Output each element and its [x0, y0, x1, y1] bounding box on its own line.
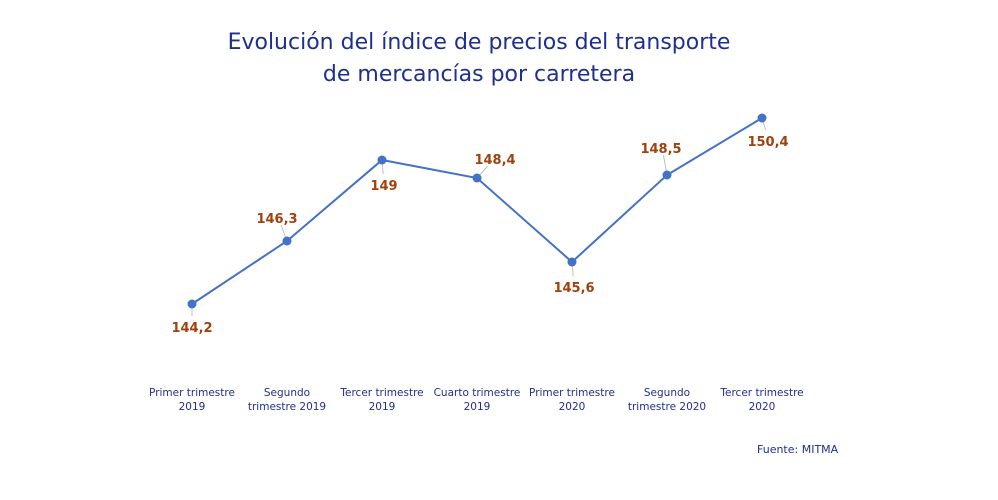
x-tick-label: Tercer trimestre 2020: [719, 387, 803, 413]
chart-title-line-2: de mercancías por carretera: [322, 62, 636, 87]
data-label: 148,5: [640, 142, 681, 157]
data-point: [662, 170, 672, 180]
x-tick-label: Primer trimestre 2019: [149, 387, 235, 413]
data-label: 150,4: [747, 135, 788, 150]
data-point: [472, 173, 482, 183]
data-label: 148,4: [474, 153, 515, 168]
data-point: [187, 299, 197, 309]
data-point: [567, 257, 577, 267]
source-note: Fuente: MITMA: [757, 443, 839, 456]
chart-title-line-1: Evolución del índice de precios del tran…: [227, 30, 731, 55]
data-label: 144,2: [171, 321, 212, 336]
data-label: 149: [370, 179, 397, 194]
data-point: [757, 113, 767, 123]
data-label: 145,6: [553, 281, 594, 296]
data-label: 146,3: [256, 212, 297, 227]
x-tick-label: Tercer trimestre 2019: [339, 387, 423, 413]
data-point: [282, 236, 292, 246]
x-tick-label: Segundo trimestre 2019: [248, 387, 326, 413]
x-tick-label: Cuarto trimestre 2019: [434, 387, 521, 413]
chart-title: Evolución del índice de precios del tran…: [0, 27, 958, 91]
x-tick-label: Segundo trimestre 2020: [628, 387, 706, 413]
x-tick-label: Primer trimestre 2020: [529, 387, 615, 413]
data-point: [377, 155, 387, 165]
